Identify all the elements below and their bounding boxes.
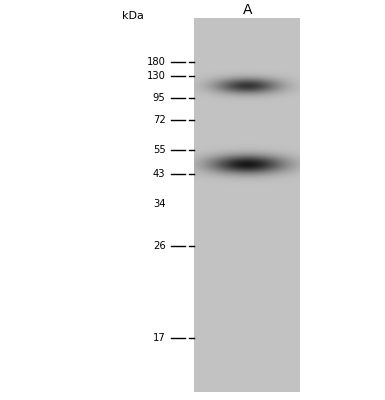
Text: 95: 95 <box>153 93 166 103</box>
Text: 26: 26 <box>153 241 166 251</box>
Text: 17: 17 <box>153 333 166 343</box>
Text: 130: 130 <box>147 71 166 81</box>
Text: kDa: kDa <box>122 11 144 21</box>
Text: 43: 43 <box>153 169 166 179</box>
Text: A: A <box>243 3 252 17</box>
Text: 180: 180 <box>147 57 166 67</box>
Text: 34: 34 <box>153 199 166 209</box>
Text: 72: 72 <box>153 115 166 125</box>
Text: 55: 55 <box>153 145 166 155</box>
